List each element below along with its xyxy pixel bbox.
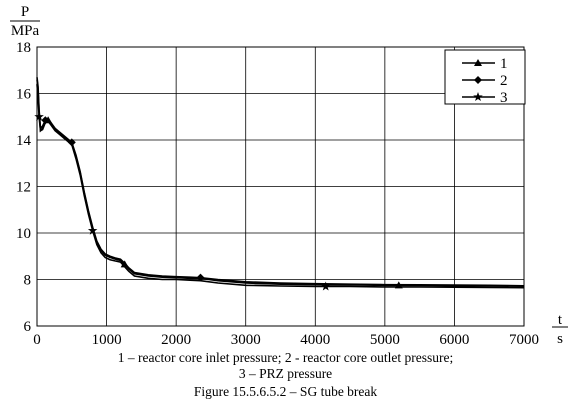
diamond-marker	[474, 76, 482, 84]
series-line-3	[36, 84, 525, 289]
legend: 123	[444, 49, 526, 106]
y-tick-label: 12	[16, 180, 31, 196]
legend-label: 2	[500, 73, 508, 89]
y-axis-unit: MPa	[11, 23, 40, 39]
diamond-marker	[196, 273, 205, 282]
x-axis-label: t	[558, 312, 563, 328]
diamond-marker	[67, 138, 76, 147]
x-tick-label: 0	[33, 332, 41, 348]
series-line-2	[36, 77, 525, 287]
pressure-chart: 0 1000 2000 3000 4000 5000 6000 7000 6 8 10 12 14 16 1…	[10, 4, 568, 348]
series-line-1	[36, 79, 525, 288]
legend-item-2: 2	[462, 73, 508, 89]
star-marker	[34, 111, 44, 121]
caption-line-1: 1 – reactor core inlet pressure; 2 - rea…	[117, 350, 454, 365]
star-marker	[473, 92, 483, 102]
y-tick-label: 8	[24, 273, 32, 289]
legend-item-3: 3	[462, 90, 508, 106]
y-tick-label: 14	[16, 133, 32, 149]
axis-labels: P MPa t s	[10, 4, 568, 347]
series-2	[36, 77, 525, 287]
star-marker	[320, 281, 331, 291]
plot-frame	[36, 46, 525, 327]
y-tick-label: 18	[16, 40, 31, 56]
x-tick-label: 4000	[300, 332, 330, 348]
caption-line-2: 3 – PRZ pressure	[238, 366, 333, 381]
legend-label: 1	[500, 56, 508, 72]
grid	[36, 46, 525, 327]
x-tick-label: 5000	[370, 332, 400, 348]
x-axis-unit: s	[557, 331, 563, 347]
figure-caption: Figure 15.5.6.5.2 – SG tube break	[193, 384, 378, 399]
series-3	[34, 84, 525, 291]
y-tick-label: 16	[16, 87, 32, 103]
star-marker	[87, 225, 98, 235]
y-tick-label: 6	[24, 319, 32, 335]
x-tick-label: 1000	[92, 332, 122, 348]
y-tick-label: 10	[16, 226, 31, 242]
x-tick-label: 7000	[509, 332, 539, 348]
tick-labels: 0 1000 2000 3000 4000 5000 6000 7000 6 8 10 12 14 16 1…	[16, 40, 539, 348]
legend-item-1: 1	[462, 56, 508, 72]
x-tick-label: 2000	[161, 332, 191, 348]
triangle-marker	[474, 59, 482, 66]
y-axis-label: P	[21, 4, 29, 20]
series-group	[34, 77, 525, 291]
x-tick-label: 6000	[439, 332, 469, 348]
legend-label: 3	[500, 90, 508, 106]
x-tick-label: 3000	[231, 332, 261, 348]
legend-box	[444, 49, 526, 105]
